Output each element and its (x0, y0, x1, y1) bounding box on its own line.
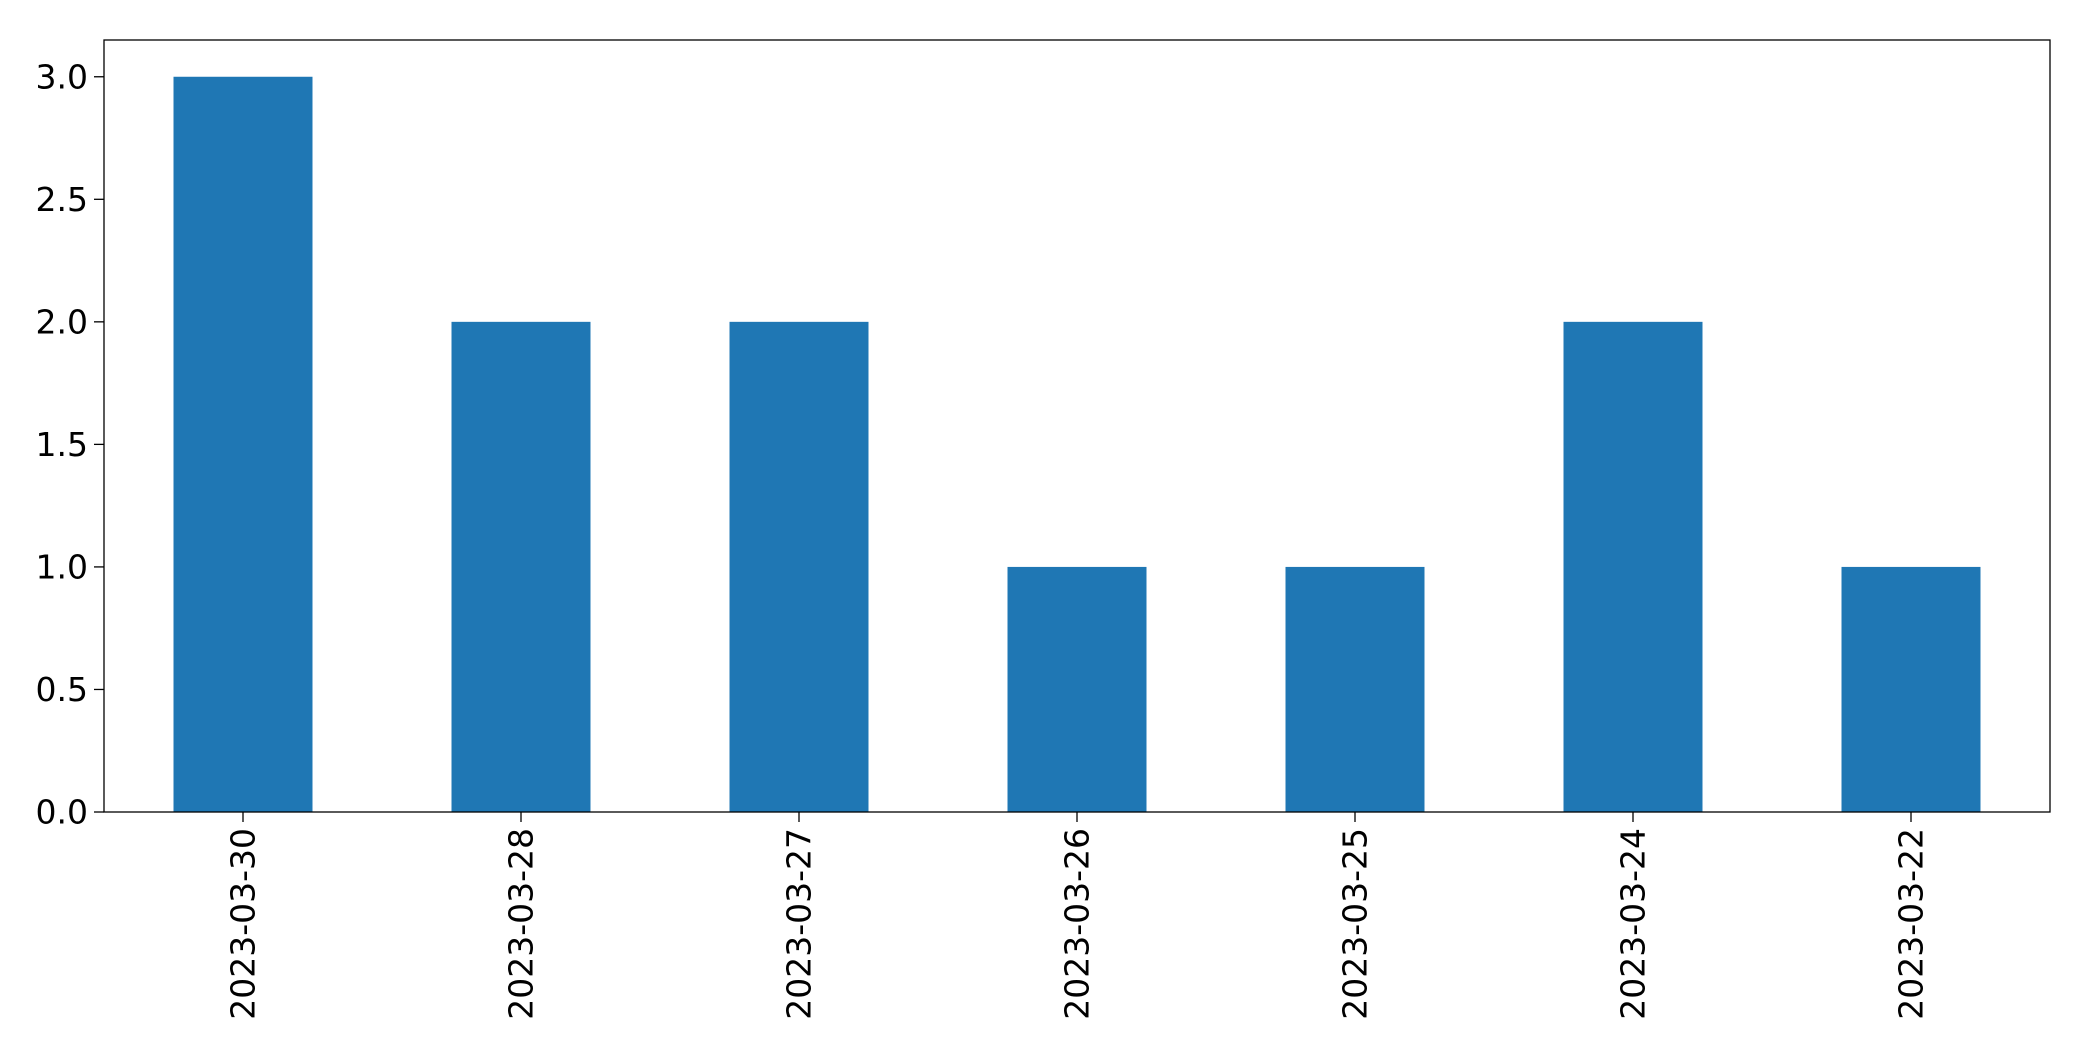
y-tick-label: 0.0 (36, 793, 88, 832)
y-tick-label: 0.5 (36, 670, 88, 709)
y-tick-label: 3.0 (36, 57, 88, 96)
x-tick-label: 2023-03-22 (1892, 828, 1931, 1020)
bar-2023-03-27 (729, 321, 869, 812)
y-tick-label: 1.5 (36, 425, 88, 464)
bar-2023-03-25 (1285, 566, 1425, 812)
x-tick-label: 2023-03-26 (1058, 828, 1097, 1020)
y-tick-label: 1.0 (36, 547, 88, 586)
x-tick-label: 2023-03-24 (1614, 828, 1653, 1020)
x-tick-label: 2023-03-27 (780, 828, 819, 1020)
x-tick-label: 2023-03-30 (224, 828, 263, 1020)
bar-2023-03-22 (1841, 566, 1981, 812)
x-axis: 2023-03-30 2023-03-28 2023-03-27 2023-03-26… (224, 812, 1931, 1020)
bars-group (173, 76, 1981, 812)
x-tick-label: 2023-03-25 (1336, 828, 1375, 1020)
bar-2023-03-30 (173, 76, 313, 812)
y-axis: 0.0 0.5 1.0 1.5 2.0 2.5 3.0 (36, 57, 104, 832)
y-tick-label: 2.0 (36, 302, 88, 341)
bar-2023-03-26 (1007, 566, 1147, 812)
y-tick-label: 2.5 (36, 180, 88, 219)
x-tick-label: 2023-03-28 (502, 828, 541, 1020)
bar-2023-03-28 (451, 321, 591, 812)
bar-2023-03-24 (1563, 321, 1703, 812)
